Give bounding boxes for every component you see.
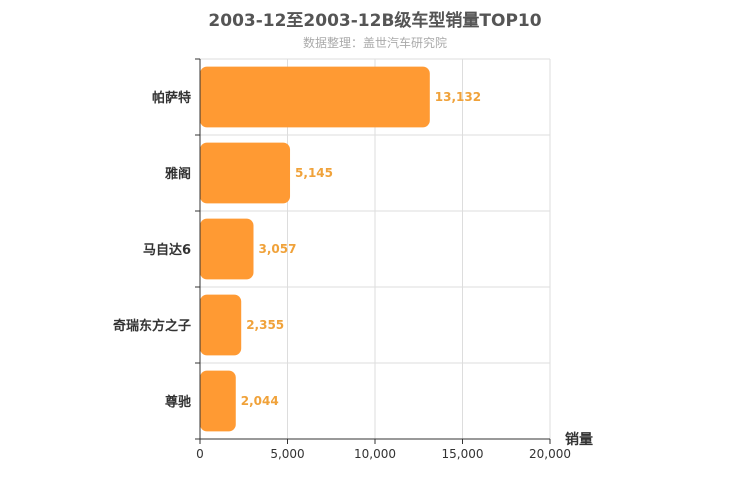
chart-subtitle: 数据整理：盖世汽车研究院 [302,36,447,50]
data-label: 13,132 [435,90,481,104]
bar [200,66,430,128]
bar [200,218,254,280]
data-label: 5,145 [295,166,333,180]
axes [195,58,551,444]
x-tick-label: 5,000 [270,447,304,461]
data-label: 2,044 [241,394,279,408]
bars [200,66,430,432]
x-tick-label: 15,000 [442,447,484,461]
bar [200,294,242,356]
x-tick-label: 0 [196,447,204,461]
bar [200,370,236,432]
category-label: 马自达6 [143,242,191,258]
category-label: 雅阁 [165,166,191,182]
bar [200,142,291,204]
category-label: 帕萨特 [152,90,191,106]
chart-title: 2003-12至2003-12B级车型销量TOP10 [208,11,542,31]
category-label: 尊驰 [165,394,191,410]
category-label: 奇瑞东方之子 [113,318,191,334]
data-label: 3,057 [258,242,296,256]
x-tick-label: 10,000 [354,447,396,461]
x-tick-label: 20,000 [529,447,571,461]
x-axis-title: 销量 [565,431,593,448]
data-label: 2,355 [246,318,284,332]
